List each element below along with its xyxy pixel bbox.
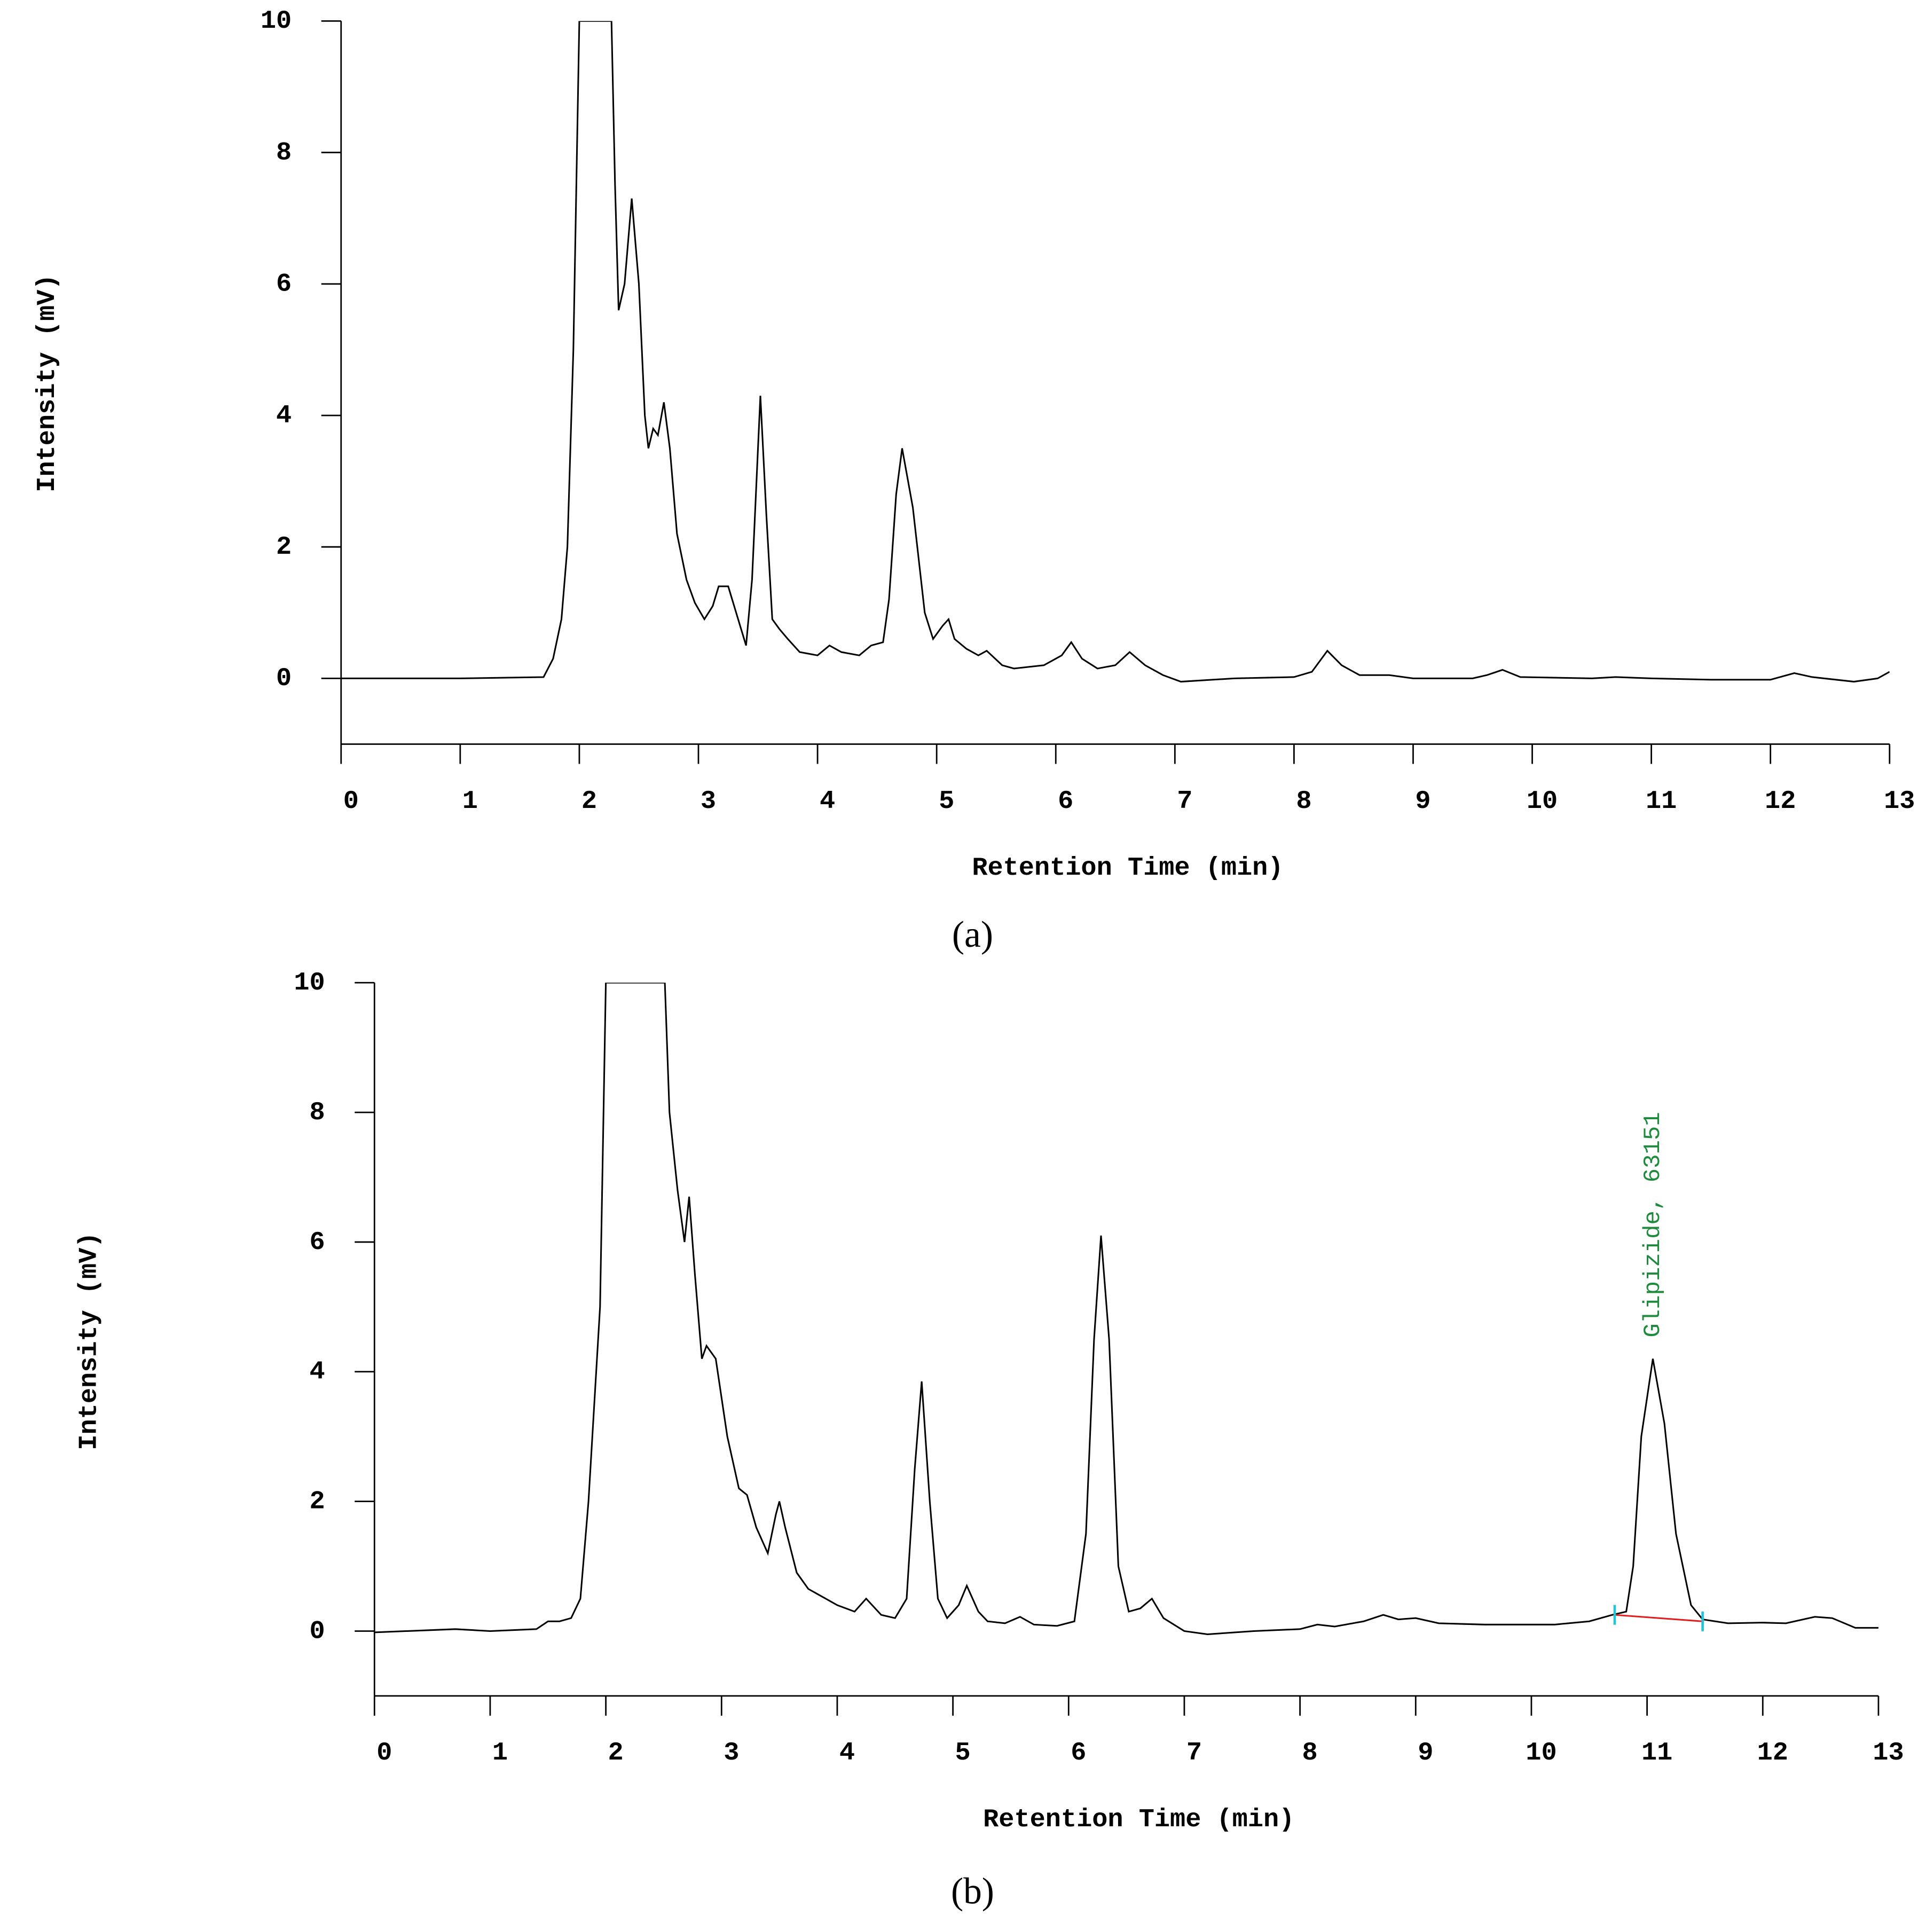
- x-tick-label: 8: [1302, 1738, 1318, 1768]
- y-tick-label: 2: [310, 1487, 325, 1516]
- x-tick-label: 13: [1884, 787, 1915, 816]
- x-tick-label: 0: [343, 787, 359, 816]
- trace: [341, 21, 1890, 683]
- y-tick-label: 2: [276, 532, 292, 562]
- y-tick-label: 4: [310, 1357, 325, 1387]
- x-tick-label: 3: [701, 787, 716, 816]
- caption: (a): [952, 914, 993, 955]
- x-tick-label: 3: [724, 1738, 739, 1768]
- x-axis-title: Retention Time (min): [972, 853, 1283, 883]
- x-tick-label: 11: [1646, 787, 1677, 816]
- y-axis-title: Intensity (mV): [74, 1232, 104, 1450]
- x-tick-label: 1: [492, 1738, 508, 1768]
- y-tick-label: 6: [276, 270, 292, 299]
- y-tick-label: 8: [310, 1098, 325, 1127]
- y-tick-label: 8: [276, 138, 292, 167]
- x-tick-label: 4: [839, 1738, 855, 1768]
- x-tick-label: 7: [1186, 1738, 1202, 1768]
- x-tick-label: 4: [820, 787, 835, 816]
- x-tick-label: 9: [1418, 1738, 1433, 1768]
- baseline: [1614, 1614, 1703, 1622]
- x-tick-label: 12: [1757, 1738, 1788, 1768]
- x-tick-label: 13: [1873, 1738, 1904, 1768]
- x-tick-label: 10: [1526, 1738, 1557, 1768]
- x-tick-label: 10: [1527, 787, 1558, 816]
- x-tick-label: 9: [1415, 787, 1430, 816]
- x-tick-label: 1: [462, 787, 478, 816]
- x-tick-label: 2: [581, 787, 597, 816]
- x-tick-label: 11: [1641, 1738, 1672, 1768]
- caption: (b): [951, 1871, 994, 1912]
- x-tick-label: 5: [955, 1738, 971, 1768]
- y-tick-label: 4: [276, 401, 292, 430]
- y-axis-title: Intensity (mV): [33, 274, 62, 492]
- peak-annotation: Glipizide, 63151: [1640, 1112, 1667, 1337]
- x-axis-title: Retention Time (min): [983, 1805, 1294, 1834]
- y-tick-label: 0: [276, 664, 292, 693]
- y-tick-label: 0: [310, 1616, 325, 1646]
- x-tick-label: 5: [939, 787, 954, 816]
- x-tick-label: 12: [1765, 787, 1796, 816]
- x-tick-label: 6: [1058, 787, 1073, 816]
- y-tick-label: 10: [294, 968, 325, 998]
- x-tick-label: 7: [1177, 787, 1192, 816]
- x-tick-label: 2: [608, 1738, 624, 1768]
- x-tick-label: 6: [1071, 1738, 1086, 1768]
- y-tick-label: 10: [261, 6, 292, 36]
- x-tick-label: 8: [1296, 787, 1311, 816]
- x-tick-label: 0: [376, 1738, 392, 1768]
- y-tick-label: 6: [310, 1228, 325, 1257]
